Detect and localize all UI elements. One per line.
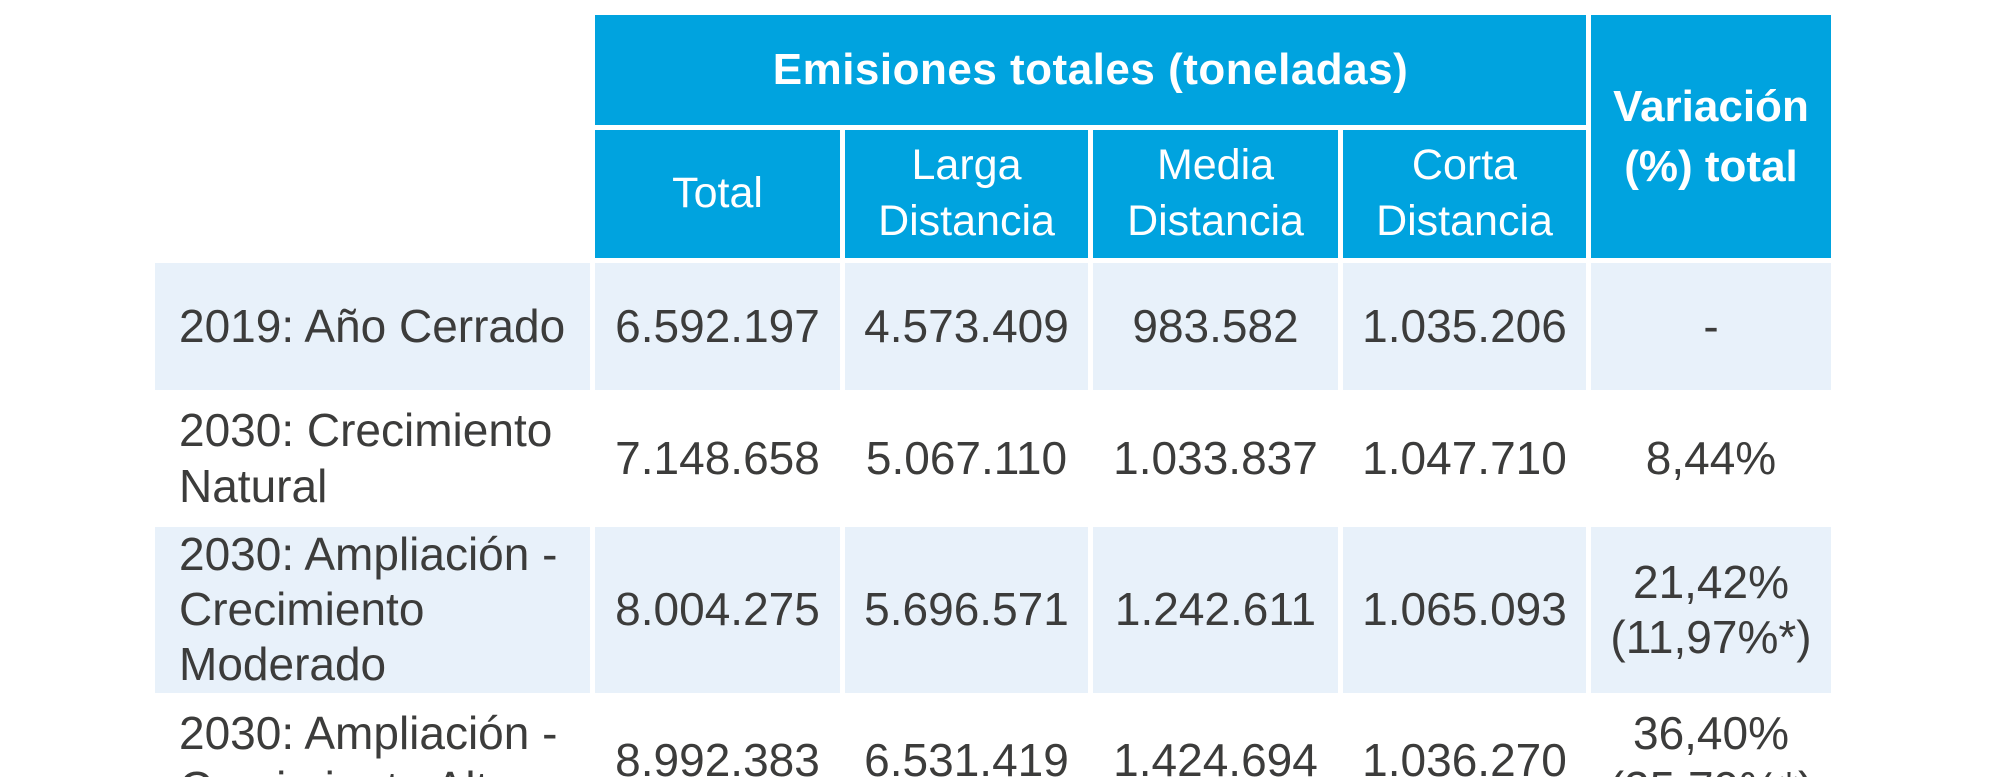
media-distancia-cell: 1.424.694 [1093,697,1338,777]
group-header-emisiones-totales: Emisiones totales (toneladas) [595,15,1586,125]
table-row-2030-ampliacion-moderado: 2030: Ampliación - Crecimiento Moderado … [155,527,1831,693]
variacion-cell: 21,42% (11,97%*) [1591,527,1831,693]
total-cell: 8.004.275 [595,527,840,693]
larga-distancia-cell: 5.696.571 [845,527,1088,693]
row-label-cell: 2019: Año Cerrado [155,263,590,390]
column-header-total: Total [595,130,840,258]
table-row-2030-ampliacion-alto: 2030: Ampliación - Crecimiento Alto 8.99… [155,697,1831,777]
larga-distancia-cell: 6.531.419 [845,697,1088,777]
variacion-cell: - [1591,263,1831,390]
column-header-media-distancia: Media Distancia [1093,130,1338,258]
larga-distancia-cell: 4.573.409 [845,263,1088,390]
row-label-cell: 2030: Crecimiento Natural [155,395,590,522]
total-cell: 6.592.197 [595,263,840,390]
media-distancia-cell: 1.242.611 [1093,527,1338,693]
emissions-table: Emisiones totales (toneladas) Variación … [150,10,1836,777]
table-header-row-sub: Total Larga Distancia Media Distancia Co… [155,130,1831,258]
row-label-cell: 2030: Ampliación - Crecimiento Alto [155,697,590,777]
variacion-cell: 36,40% (25,79%*) [1591,697,1831,777]
table-row-2019-ano-cerrado: 2019: Año Cerrado 6.592.197 4.573.409 98… [155,263,1831,390]
corner-blank-cell [155,15,590,125]
larga-distancia-cell: 5.067.110 [845,395,1088,522]
row-label-cell: 2030: Ampliación - Crecimiento Moderado [155,527,590,693]
total-cell: 8.992.383 [595,697,840,777]
corta-distancia-cell: 1.065.093 [1343,527,1586,693]
table-header-row-group: Emisiones totales (toneladas) Variación … [155,15,1831,258]
table-row-2030-crecimiento-natural: 2030: Crecimiento Natural 7.148.658 5.06… [155,395,1831,522]
corta-distancia-cell: 1.035.206 [1343,263,1586,390]
media-distancia-cell: 983.582 [1093,263,1338,390]
corta-distancia-cell: 1.036.270 [1343,697,1586,777]
column-header-variacion: Variación (%) total [1591,15,1831,258]
variacion-cell: 8,44% [1591,395,1831,522]
column-header-larga-distancia: Larga Distancia [845,130,1088,258]
total-cell: 7.148.658 [595,395,840,522]
corner-blank-cell [155,130,590,258]
column-header-corta-distancia: Corta Distancia [1343,130,1586,258]
corta-distancia-cell: 1.047.710 [1343,395,1586,522]
media-distancia-cell: 1.033.837 [1093,395,1338,522]
